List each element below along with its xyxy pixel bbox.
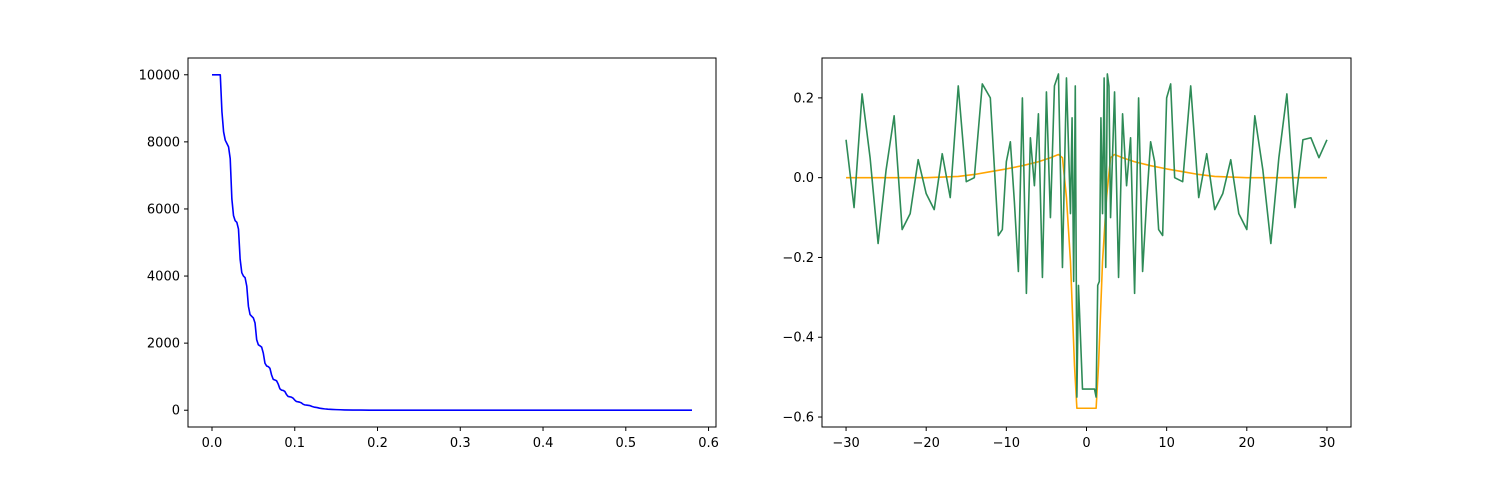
- x-tick-label: 0.5: [615, 436, 636, 451]
- x-tick-label: 10: [1158, 436, 1175, 451]
- left-chart: 0.0 0.1 0.2 0.3 0.4 0.5 0.6 0 2000 4000 6000 8000 10…: [139, 57, 719, 451]
- plot-area: [212, 73, 692, 412]
- x-tick-label: 30: [1319, 436, 1336, 451]
- y-tick-label: 0: [172, 404, 180, 419]
- x-tick-label: 0.1: [284, 436, 305, 451]
- axes-frame: [187, 57, 717, 428]
- y-tick-label: 0.0: [793, 171, 814, 186]
- y-tick-label: −0.4: [782, 331, 814, 346]
- y-tick-label: 10000: [139, 68, 180, 83]
- x-tick-label: 0.2: [367, 436, 388, 451]
- x-tick-label: 0: [1082, 436, 1090, 451]
- right-chart: −30 −20 −10 0 10 20 30 −0.6 −0.4 −0.2 0.0 0.2: [782, 57, 1352, 451]
- x-tick-label: −30: [832, 436, 859, 451]
- x-tick-label: 20: [1239, 436, 1256, 451]
- y-tick-label: −0.6: [782, 411, 814, 426]
- y-tick-label: 4000: [147, 270, 180, 285]
- x-tick-label: 0.6: [698, 436, 719, 451]
- x-tick-label: −20: [912, 436, 939, 451]
- plot-area: [845, 73, 1328, 410]
- y-tick-label: 6000: [147, 202, 180, 217]
- y-tick-label: −0.2: [782, 251, 814, 266]
- y-tick-label: 0.2: [793, 91, 814, 106]
- series-line-0: [212, 73, 692, 412]
- series-line-1: [845, 73, 1328, 398]
- y-tick-label: 2000: [147, 337, 180, 352]
- x-tick-label: −10: [993, 436, 1020, 451]
- y-tick-label: 8000: [147, 135, 180, 150]
- x-tick-label: 0.3: [450, 436, 471, 451]
- x-tick-label: 0.4: [533, 436, 554, 451]
- x-tick-label: 0.0: [202, 436, 223, 451]
